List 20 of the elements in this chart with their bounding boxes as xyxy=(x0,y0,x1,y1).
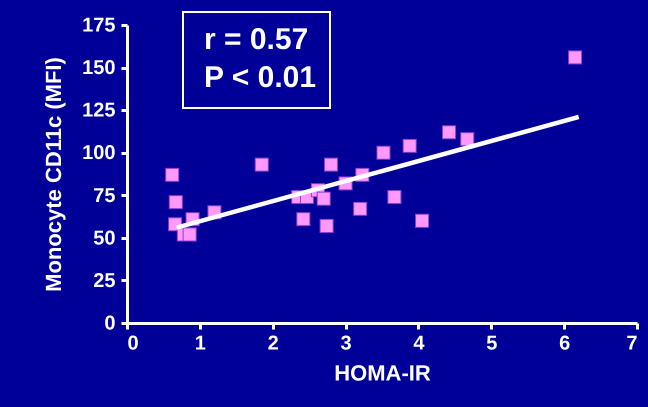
y-tick-label: 25 xyxy=(93,270,116,292)
x-tick-label: 0 xyxy=(128,332,139,354)
y-tick-label: 100 xyxy=(82,142,116,164)
x-tick-label: 3 xyxy=(340,332,352,354)
x-axis-title: HOMA-IR xyxy=(334,360,431,386)
y-tick-label: 0 xyxy=(104,312,116,334)
x-tick-label: 4 xyxy=(413,332,426,354)
y-tick-label: 150 xyxy=(82,57,116,80)
x-tick-label: 1 xyxy=(194,332,206,354)
y-tick-label: 75 xyxy=(93,184,116,207)
y-axis-title: Monocyte CD11c (MFI) xyxy=(41,57,66,292)
x-tick-label: 5 xyxy=(486,332,498,354)
y-tick-label: 50 xyxy=(93,227,116,250)
y-tick-label: 125 xyxy=(82,100,116,122)
x-tick-label: 2 xyxy=(268,332,279,354)
x-tick-label: 6 xyxy=(559,332,570,354)
y-tick-label: 175 xyxy=(82,14,116,36)
annotation: P < 0.01 xyxy=(204,61,316,94)
x-tick-label: 7 xyxy=(626,332,638,354)
annotation: r = 0.57 xyxy=(204,23,308,56)
